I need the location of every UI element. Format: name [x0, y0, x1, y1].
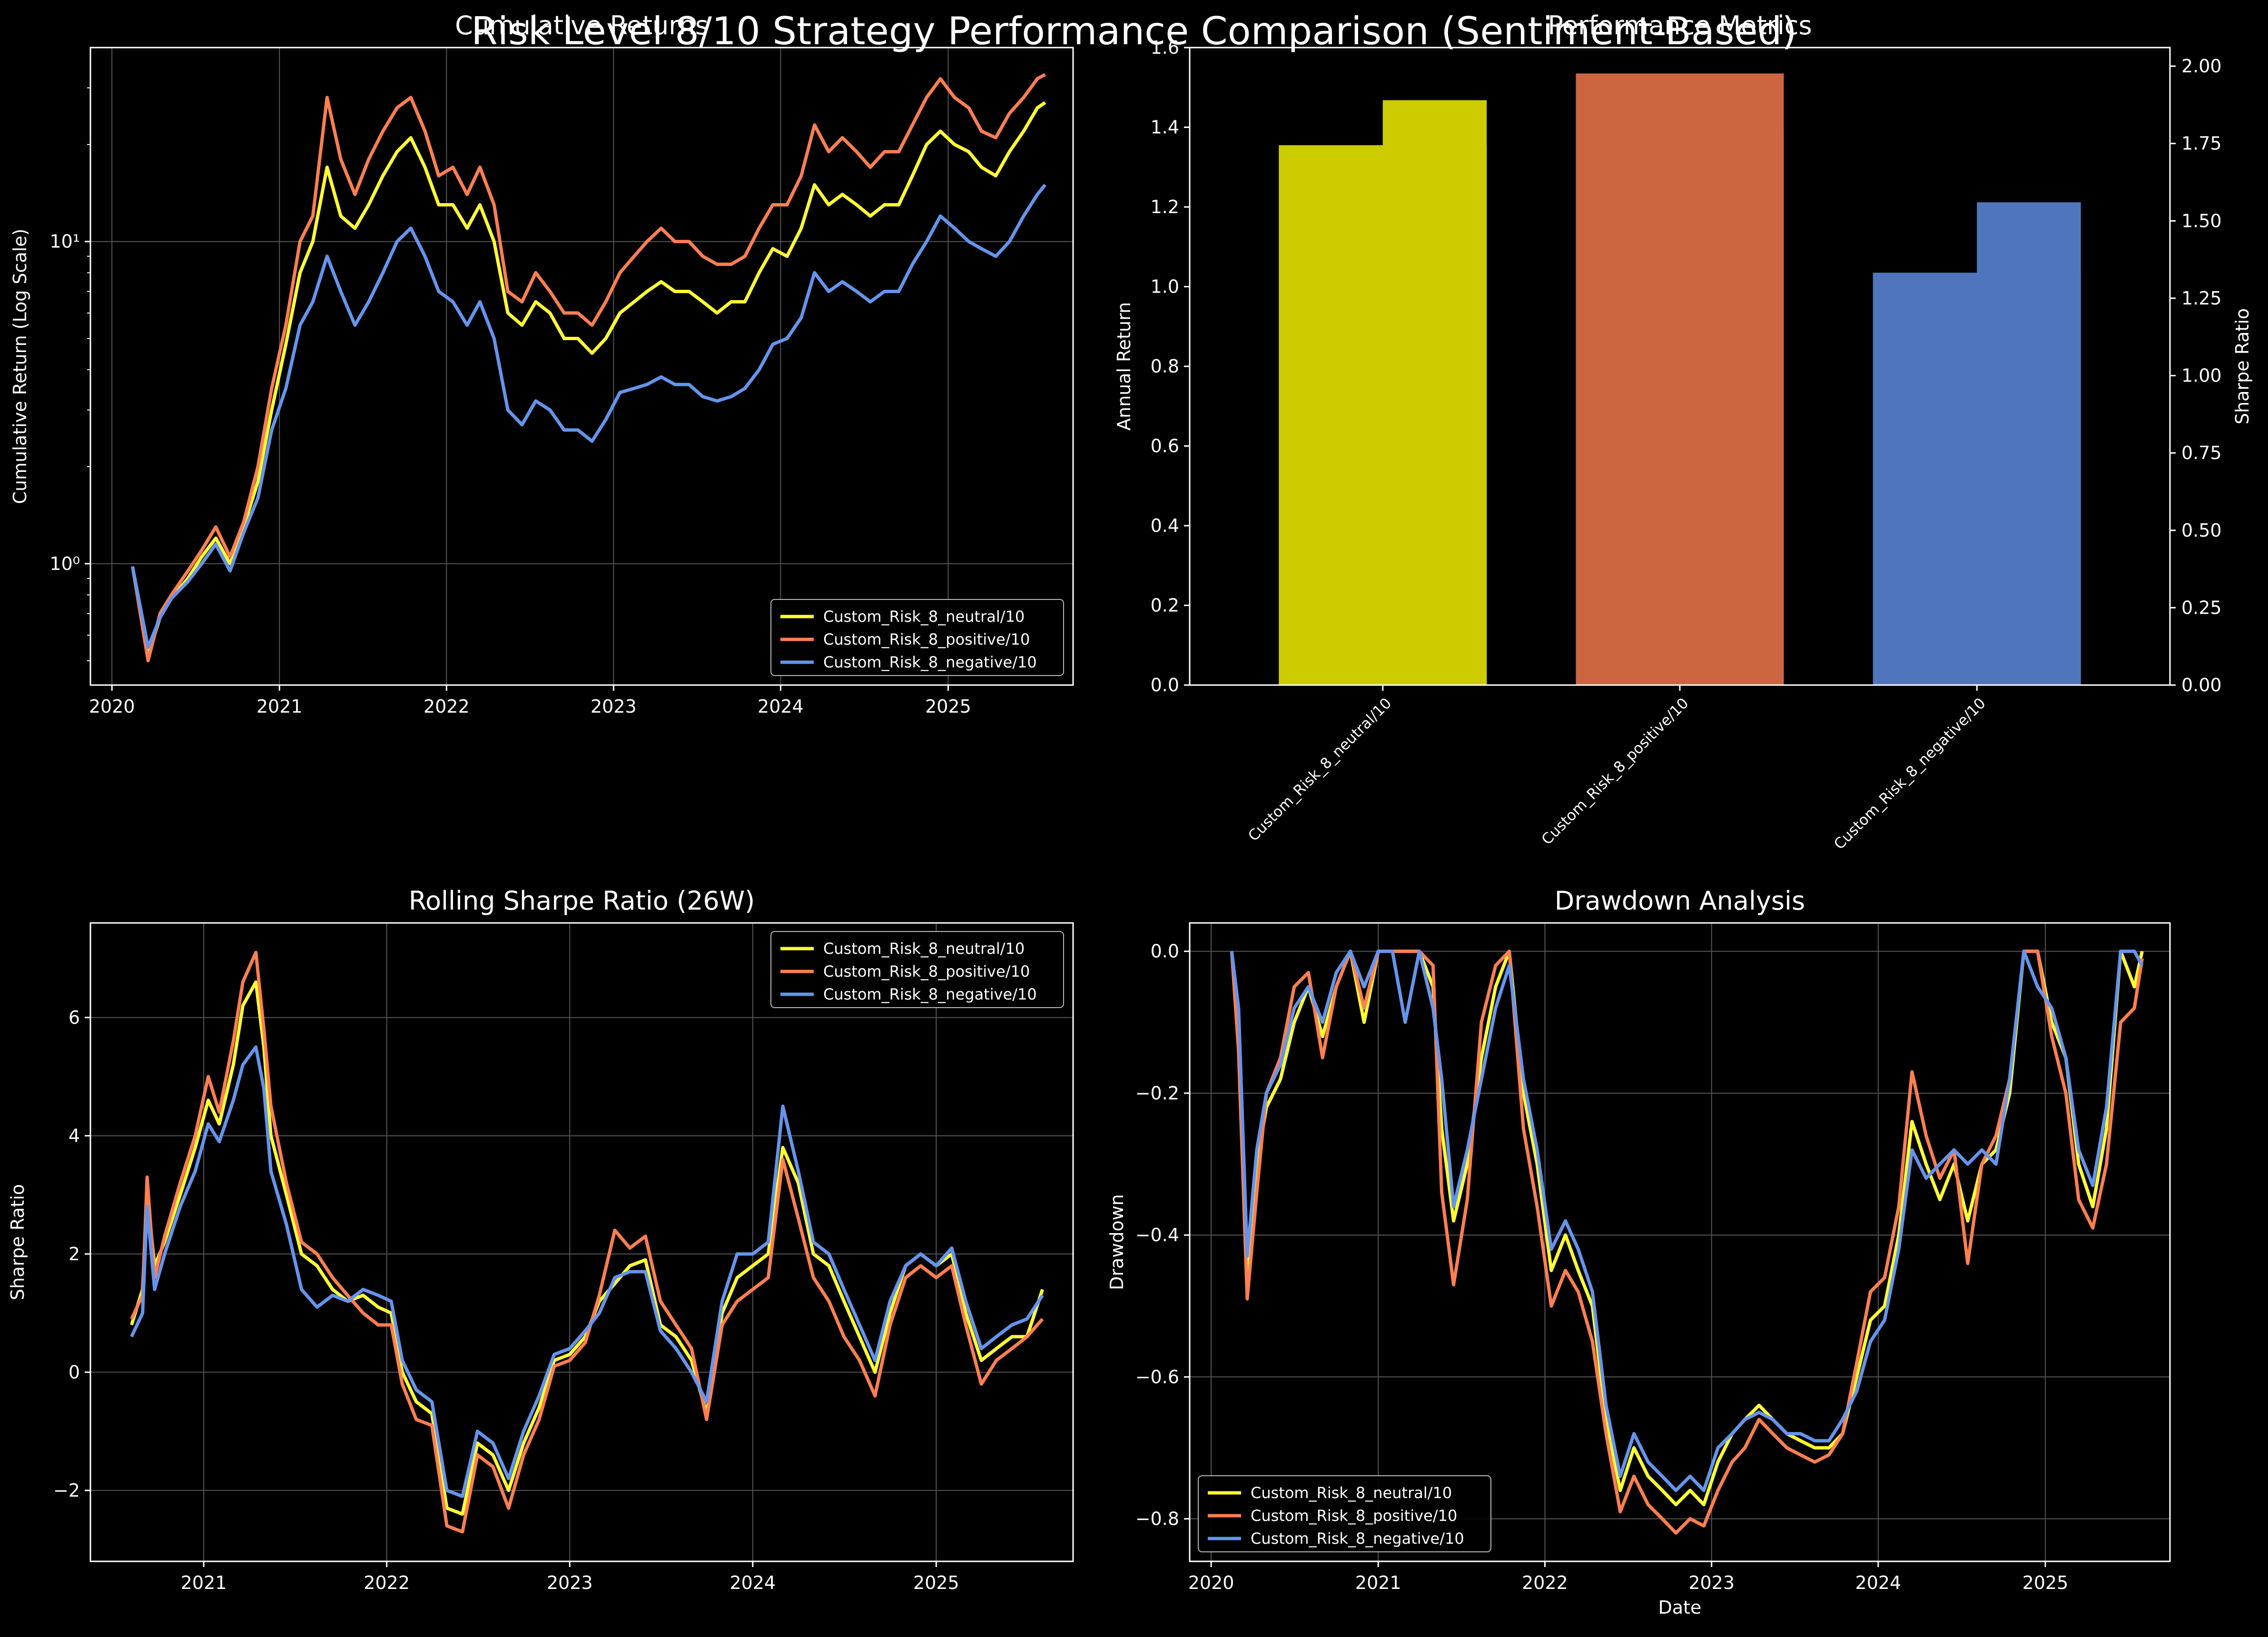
drawdown-xtick-label: 2024	[1855, 1572, 1902, 1593]
rolling_sharpe-legend-label: Custom_Risk_8_positive/10	[823, 962, 1030, 980]
metrics-y2tick-label: 0.00	[2181, 675, 2222, 696]
cumulative-panel: 10⁰ 10¹ 2020 2021 2022 2023 2024 2025 Cumulative…	[10, 10, 1074, 717]
drawdown-legend-label: Custom_Risk_8_negative/10	[1251, 1529, 1464, 1548]
drawdown-ytick-label: −0.6	[1135, 1366, 1179, 1387]
cumulative-ytick-label: 10⁰	[49, 553, 80, 574]
cumulative-frame	[89, 47, 1074, 686]
drawdown-xtick-label: 2023	[1688, 1572, 1735, 1593]
drawdown-ylabel: Drawdown	[1106, 1194, 1127, 1290]
rolling_sharpe-legend: Custom_Risk_8_neutral/10 Custom_Risk_8_po…	[770, 931, 1064, 1008]
metrics-bar-sharpe	[1680, 134, 1784, 685]
cumulative-xtick-label: 2024	[758, 696, 804, 717]
rolling_sharpe-ytick-label: 0	[69, 1362, 80, 1382]
rolling_sharpe-ytick-label: 6	[69, 1007, 80, 1028]
drawdown-ytick-label: −0.2	[1135, 1083, 1179, 1104]
rolling_sharpe-title: Rolling Sharpe Ratio (26W)	[409, 886, 755, 916]
rolling_sharpe-legend-box	[770, 931, 1064, 1008]
metrics-ytick-label: 0.8	[1151, 356, 1179, 377]
rolling_sharpe-series-negative	[130, 1045, 1044, 1498]
metrics-ytick-label: 0.6	[1151, 436, 1179, 457]
drawdown-ytick-label: 0.0	[1151, 941, 1179, 962]
cumulative-ytick-label: 10¹	[49, 231, 80, 252]
metrics-y2tick-label: 1.50	[2181, 210, 2222, 231]
drawdown-series-positive	[1230, 950, 2144, 1535]
cumulative-ylabel: Cumulative Return (Log Scale)	[10, 229, 30, 504]
metrics-title: Performance Metrics	[1548, 10, 1812, 40]
drawdown-legend-label: Custom_Risk_8_neutral/10	[1251, 1484, 1452, 1502]
cumulative-title: Cumulative Returns	[455, 10, 709, 40]
metrics-ytick-label: 0.2	[1151, 595, 1179, 616]
rolling_sharpe-xtick-label: 2023	[547, 1572, 593, 1593]
metrics-y2tick-label: 0.25	[2181, 597, 2222, 618]
rolling_sharpe-series-positive	[130, 951, 1044, 1534]
rolling_sharpe-legend-label: Custom_Risk_8_negative/10	[823, 985, 1037, 1003]
rolling_sharpe-xtick-label: 2022	[364, 1572, 410, 1593]
rolling_sharpe-ylabel: Sharpe Ratio	[7, 1184, 28, 1300]
drawdown-ytick-label: −0.8	[1135, 1509, 1179, 1529]
metrics-y2tick-label: 1.75	[2181, 133, 2222, 154]
rolling_sharpe-xtick-label: 2025	[913, 1572, 959, 1593]
cumulative-series-neutral	[131, 101, 1046, 657]
metrics-ytick-label: 1.2	[1151, 196, 1179, 217]
cumulative-legend: Custom_Risk_8_neutral/10 Custom_Risk_8_po…	[770, 599, 1064, 676]
rolling_sharpe-xtick-label: 2021	[181, 1572, 227, 1593]
metrics-y2tick-label: 1.00	[2181, 365, 2222, 386]
cumulative-legend-label: Custom_Risk_8_neutral/10	[823, 608, 1025, 626]
cumulative-xtick-label: 2025	[925, 696, 971, 717]
cumulative-legend-label: Custom_Risk_8_negative/10	[823, 653, 1037, 671]
cumulative-xtick-label: 2023	[591, 696, 637, 717]
drawdown-xlabel: Date	[1658, 1597, 1702, 1618]
drawdown-ytick-label: −0.4	[1135, 1225, 1179, 1245]
metrics-y2tick-label: 1.25	[2181, 288, 2222, 309]
drawdown-title: Drawdown Analysis	[1555, 886, 1805, 916]
cumulative-series-positive	[131, 73, 1046, 663]
rolling_sharpe-ytick-label: 2	[69, 1244, 80, 1265]
metrics-frame	[1189, 47, 2171, 686]
rolling_sharpe-series-neutral	[130, 980, 1045, 1516]
cumulative-xtick-label: 2020	[89, 696, 135, 717]
drawdown-panel: −0.8 −0.6 −0.4 −0.2 0.0 2020 2021 2022 2023 2024 2…	[1106, 886, 2171, 1618]
metrics-bar-sharpe	[1382, 100, 1487, 685]
drawdown-series-negative	[1230, 950, 2144, 1492]
metrics-panel: Custom_Risk_8_neutral/10 Custom_Risk_8_po…	[1114, 10, 2253, 853]
drawdown-xtick-label: 2022	[1522, 1572, 1568, 1593]
drawdown-xtick-label: 2025	[2022, 1572, 2069, 1593]
drawdown-legend: Custom_Risk_8_neutral/10 Custom_Risk_8_po…	[1198, 1475, 1491, 1552]
metrics-ytick-label: 0.4	[1151, 515, 1179, 536]
cumulative-series-negative	[131, 184, 1047, 649]
drawdown-series-neutral	[1230, 950, 2144, 1507]
cumulative-legend-box	[770, 599, 1064, 676]
drawdown-xtick-label: 2020	[1188, 1572, 1234, 1593]
rolling_sharpe-ytick-label: −2	[53, 1480, 80, 1501]
metrics-ytick-label: 0.0	[1151, 675, 1179, 696]
drawdown-legend-box	[1198, 1475, 1491, 1552]
metrics-ylabel: Annual Return	[1114, 302, 1134, 431]
metrics-y2label: Sharpe Ratio	[2232, 308, 2253, 424]
metrics-y2tick-label: 0.75	[2181, 442, 2222, 463]
metrics-y2tick-label: 0.50	[2181, 520, 2222, 541]
rolling_sharpe-xtick-label: 2024	[730, 1572, 776, 1593]
metrics-ytick-label: 1.6	[1151, 37, 1179, 58]
metrics-bar-sharpe	[1977, 202, 2081, 686]
cumulative-xtick-label: 2021	[256, 696, 303, 717]
cumulative-xtick-label: 2022	[424, 696, 470, 717]
metrics-ytick-label: 1.0	[1151, 276, 1179, 297]
cumulative-legend-label: Custom_Risk_8_positive/10	[823, 630, 1030, 648]
rolling_sharpe-legend-label: Custom_Risk_8_neutral/10	[823, 940, 1025, 958]
rolling_sharpe-panel: −2 0 2 4 6 2021 2022 2023 2024 2025 Rolling Sharpe…	[7, 886, 1074, 1593]
drawdown-frame	[1189, 922, 2171, 1562]
figure-suptitle: Risk Level 8/10 Strategy Performance Com…	[471, 9, 1796, 53]
metrics-y2tick-label: 2.00	[2181, 56, 2222, 77]
rolling_sharpe-frame	[89, 922, 1074, 1562]
metrics-ytick-label: 1.4	[1151, 117, 1179, 138]
rolling_sharpe-ytick-label: 4	[69, 1125, 80, 1146]
drawdown-legend-label: Custom_Risk_8_positive/10	[1251, 1507, 1457, 1525]
drawdown-xtick-label: 2021	[1355, 1572, 1401, 1593]
